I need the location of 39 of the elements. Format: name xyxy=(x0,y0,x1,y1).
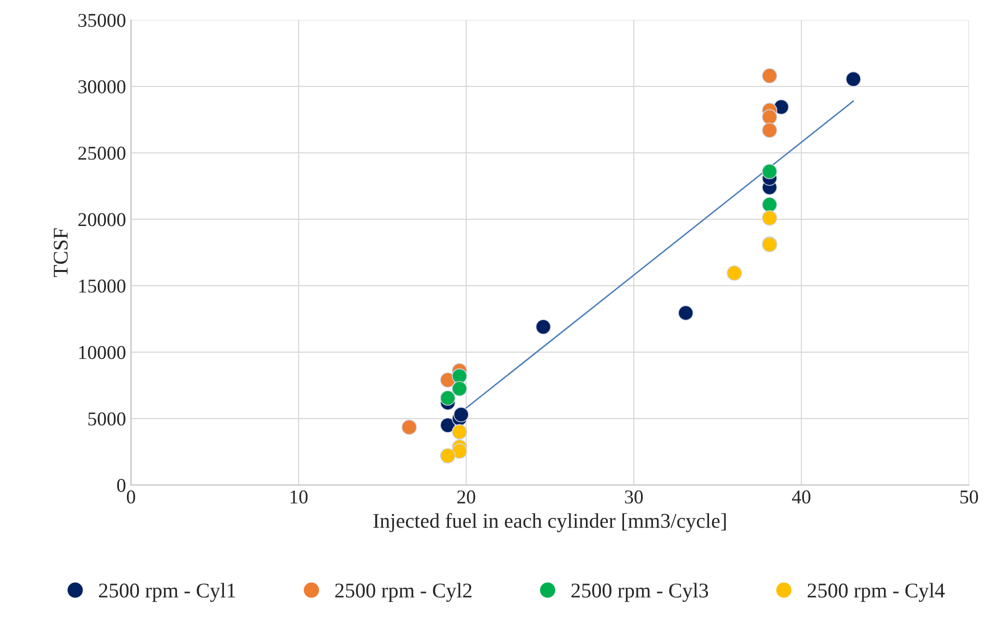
y-tick-label: 20000 xyxy=(78,213,126,226)
x-tick-label: 30 xyxy=(625,490,643,504)
point xyxy=(452,424,468,440)
x-tick-label: 40 xyxy=(792,490,810,504)
point xyxy=(452,443,468,459)
point xyxy=(536,319,551,335)
y-tick-label: 30000 xyxy=(78,80,126,94)
point xyxy=(453,406,469,422)
legend-label: 2500 rpm - Cyl3 xyxy=(571,582,708,602)
y-tick-label: 15000 xyxy=(79,280,126,293)
x-tick-label: 50 xyxy=(960,490,978,504)
x-tick-label: 10 xyxy=(290,490,308,504)
x-tick-label: 0 xyxy=(126,490,136,504)
y-axis-title: TCSF xyxy=(54,228,68,278)
x-axis-title: Injected fuel in each cylinder [mm3/cycle] xyxy=(373,513,726,532)
y-tick-label: 0 xyxy=(117,478,126,492)
point xyxy=(440,418,456,433)
y-tick-label: 25000 xyxy=(78,146,126,160)
point xyxy=(452,380,468,396)
y-tick-label: 10000 xyxy=(79,346,126,360)
point xyxy=(762,68,778,84)
point xyxy=(762,109,778,125)
point xyxy=(452,368,468,384)
legend-label: 2500 rpm - Cyl1 xyxy=(99,582,236,602)
point xyxy=(762,164,778,180)
point xyxy=(440,448,456,464)
point xyxy=(846,71,862,87)
point xyxy=(440,390,456,406)
point xyxy=(762,210,778,226)
point xyxy=(726,265,742,281)
legend-label: 2500 rpm - Cyl2 xyxy=(335,582,472,602)
legend-label: 2500 rpm - Cyl4 xyxy=(808,582,945,602)
y-tick-label: 35000 xyxy=(78,14,126,27)
point xyxy=(762,196,778,212)
y-tick-label: 5000 xyxy=(88,412,126,426)
x-tick-label: 20 xyxy=(457,490,476,504)
point xyxy=(762,122,778,138)
point xyxy=(402,420,417,435)
point xyxy=(678,305,694,321)
